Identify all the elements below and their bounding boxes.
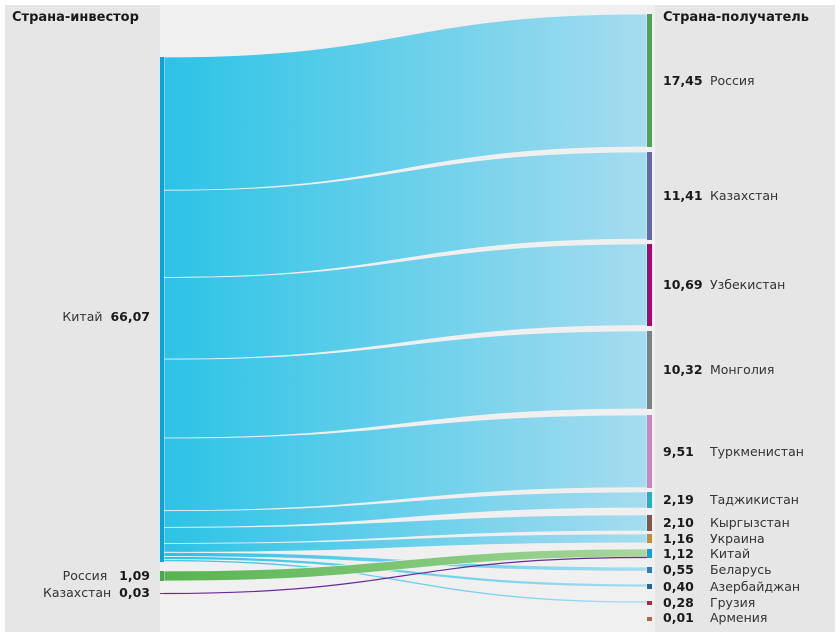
target-value: 1,16	[663, 530, 694, 546]
target-value: 0,40	[663, 578, 694, 594]
target-node	[647, 331, 652, 409]
target-node	[647, 14, 652, 147]
target-value: 17,45	[663, 72, 703, 88]
target-value: 10,32	[663, 362, 703, 377]
source-label-russia: Россия 1,09	[62, 568, 150, 583]
target-name: Туркменистан	[710, 443, 804, 459]
target-name: Грузия	[710, 594, 756, 610]
target-value: 1,12	[663, 545, 694, 561]
target-node	[647, 567, 652, 573]
target-value: 10,69	[663, 277, 703, 292]
target-value: 9,51	[663, 443, 694, 459]
target-value: 0,55	[663, 562, 694, 577]
investor-header: Страна-инвестор	[12, 10, 139, 25]
target-node	[647, 549, 652, 558]
source-node	[160, 57, 164, 562]
source-label-china: Китай 66,07	[62, 309, 150, 324]
target-name: Казахстан	[710, 188, 779, 203]
investor-panel	[5, 5, 160, 632]
target-name: Армения	[710, 610, 768, 625]
target-node	[647, 617, 652, 621]
target-node	[647, 515, 652, 531]
target-name: Монголия	[710, 362, 775, 377]
target-value: 0,28	[663, 594, 694, 610]
target-name: Кыргызстан	[710, 515, 790, 530]
target-value: 0,01	[663, 610, 694, 625]
target-name: Россия	[710, 72, 755, 88]
target-name: Беларусь	[710, 562, 772, 577]
target-node	[647, 415, 652, 488]
target-name: Азербайджан	[710, 578, 801, 594]
target-name: Таджикистан	[710, 492, 799, 507]
target-value: 2,10	[663, 515, 694, 530]
target-name: Украина	[710, 530, 765, 546]
source-node	[160, 571, 164, 581]
target-node	[647, 244, 652, 326]
target-node	[647, 601, 652, 605]
target-node	[647, 152, 652, 240]
target-name: Китай	[710, 545, 751, 561]
recipient-header: Страна-получатель	[663, 10, 810, 25]
flow-kazakhstan-to-china	[163, 556, 648, 595]
target-node	[647, 534, 652, 543]
target-node	[647, 584, 652, 589]
source-node	[160, 593, 164, 594]
target-value: 2,19	[663, 492, 694, 507]
recipient-panel	[655, 5, 835, 632]
target-node	[647, 492, 652, 508]
source-label-kazakhstan: Казахстан 0,03	[42, 585, 150, 600]
target-name: Узбекистан	[710, 277, 786, 292]
target-value: 11,41	[663, 188, 703, 203]
